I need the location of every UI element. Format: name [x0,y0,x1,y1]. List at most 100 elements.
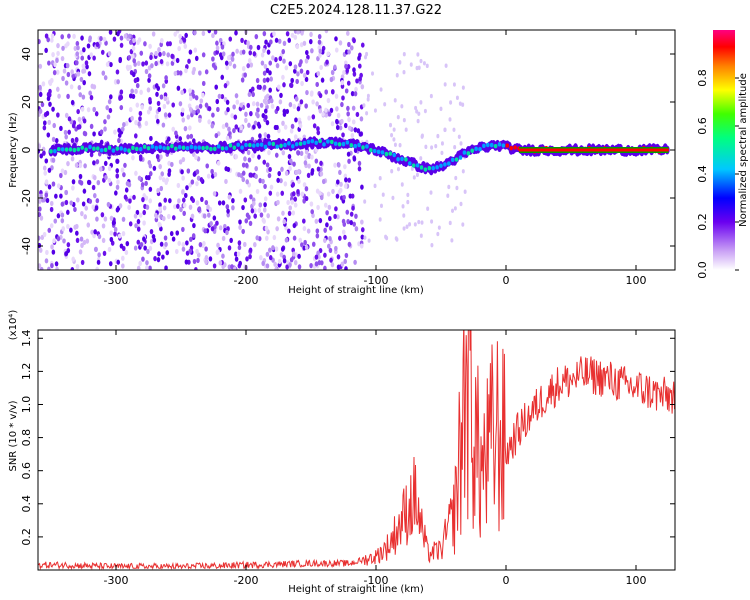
spectrogram-noise-cell [224,60,229,66]
spectrogram-noise-cell [244,111,248,117]
spectrogram-noise-cell [276,177,280,183]
spectrogram-signal-core [138,146,143,152]
spectrogram-noise-cell [207,212,211,218]
spectrogram-noise-cell [299,68,304,74]
spectrogram-noise-cell [338,235,342,241]
spectrogram-noise-cell [277,84,281,90]
spectrogram-noise-cell [300,30,305,34]
spectrogram-noise-cell [234,93,239,99]
spectrogram-noise-cell [296,71,300,77]
snr-y-tick-label: 0.4 [20,495,33,513]
spectrogram-noise-cell [297,178,301,184]
spectrogram-noise-cell [185,250,190,256]
spectrogram-noise-cell [157,251,161,257]
spectrogram-noise-cell [271,245,275,251]
spectrogram-noise-cell [158,164,162,170]
spectrogram-signal-core [216,144,221,149]
spectrogram-noise-cell [346,151,351,157]
snr-x-tick-label: -300 [104,574,129,587]
spectrogram-noise-cell [308,39,313,45]
spectrogram-noise-cell [170,161,174,168]
spectrogram-noise-cell [66,93,70,99]
spectrogram-noise-cell [101,223,106,229]
spectrogram-noise-cell [254,34,259,40]
spectrogram-signal-core [474,146,478,152]
spectrogram-noise-cell [108,30,113,35]
spectrogram-noise-cell [334,206,338,212]
spectrogram-noise-cell [273,261,277,267]
spectrogram-noise-cell [38,84,42,90]
spectrogram-noise-cell [157,221,162,227]
spectrogram-noise-cell [140,104,144,110]
spectrogram-noise-cell [63,129,68,136]
spectrogram-noise-cell [262,70,267,76]
snr-x-tick-label: 0 [503,574,510,587]
spectrogram-noise-cell [185,240,189,246]
spectrogram-noise-cell [41,197,45,203]
spectrogram-noise-cell [79,236,84,242]
spectrogram-noise-cell [294,96,299,102]
spectrogram-noise-cell [272,234,277,241]
spectrogram-noise-cell [246,63,251,69]
spectrogram-noise-cell [208,256,213,262]
spectrogram-noise-cell [86,179,91,185]
spectrogram-noise-cell [225,204,230,210]
spectrogram-noise-cell [283,124,288,130]
spectrogram-noise-cell [73,45,78,52]
spectrogram-noise-cell [448,220,452,226]
spectrogram-noise-cell [70,69,74,75]
spectrogram-noise-cell [163,197,168,203]
spectrogram-noise-cell [38,235,41,241]
spectrogram-noise-cell [262,77,267,83]
spectrogram-noise-cell [220,93,225,100]
spectrogram-noise-cell [178,159,183,165]
spectrogram-signal-core [228,143,233,148]
spectrogram-noise-cell [283,181,288,187]
spectrogram-noise-cell [359,72,363,78]
spectrogram-noise-cell [319,194,324,201]
spectrogram-noise-cell [54,193,58,199]
spectrogram-noise-cell [335,179,340,185]
spectrogram-noise-cell [167,168,172,174]
spectrogram-noise-cell [293,64,298,70]
spectrogram-noise-cell [275,226,279,232]
spectrogram-noise-cell [316,126,320,132]
spectrogram-signal-core [497,142,502,147]
spectrogram-signal-core [213,146,217,152]
spectrogram-noise-cell [282,219,287,225]
spectrogram-signal-core [462,150,467,155]
spectrogram-noise-cell [304,244,309,251]
spectrogram-noise-cell [337,189,342,195]
spectrogram-signal-core [470,148,475,153]
spectrogram-noise-cell [60,212,65,218]
spectrogram-noise-cell [181,156,186,163]
spectrogram-noise-cell [352,71,357,77]
spectrogram-noise-cell [181,226,185,233]
spectrogram-noise-cell [62,68,67,74]
spectrogram-noise-cell [83,214,88,220]
spectrogram-noise-cell [415,109,419,114]
spectrogram-noise-cell [291,247,295,253]
spectrogram-noise-cell [230,264,234,270]
spectrogram-noise-cell [360,234,365,240]
spectrogram-noise-cell [82,239,87,246]
spectrogram-noise-cell [180,169,184,175]
spectrogram-signal-core [68,147,73,152]
spectrogram-noise-cell [357,160,362,167]
spectrogram-noise-cell [329,76,334,83]
spectrogram-noise-cell [305,49,309,56]
spectrogram-noise-cell [181,117,186,123]
spectrogram-noise-cell [70,156,75,162]
spectrogram-noise-cell [398,142,402,148]
spectrogram-noise-cell [159,41,163,48]
spectrogram-noise-cell [448,117,452,122]
spectrogram-noise-cell [160,171,165,177]
spectrogram-noise-cell [146,109,151,115]
spectrogram-noise-cell [453,145,457,150]
spectrogram-noise-cell [65,63,70,69]
spectrogram-noise-cell [328,215,332,222]
colorbar-tick-label: 0.4 [696,165,709,183]
spectrogram-noise-cell [326,243,331,249]
spectrogram-noise-cell [230,56,235,62]
spectrogram-noise-cell [158,175,163,181]
